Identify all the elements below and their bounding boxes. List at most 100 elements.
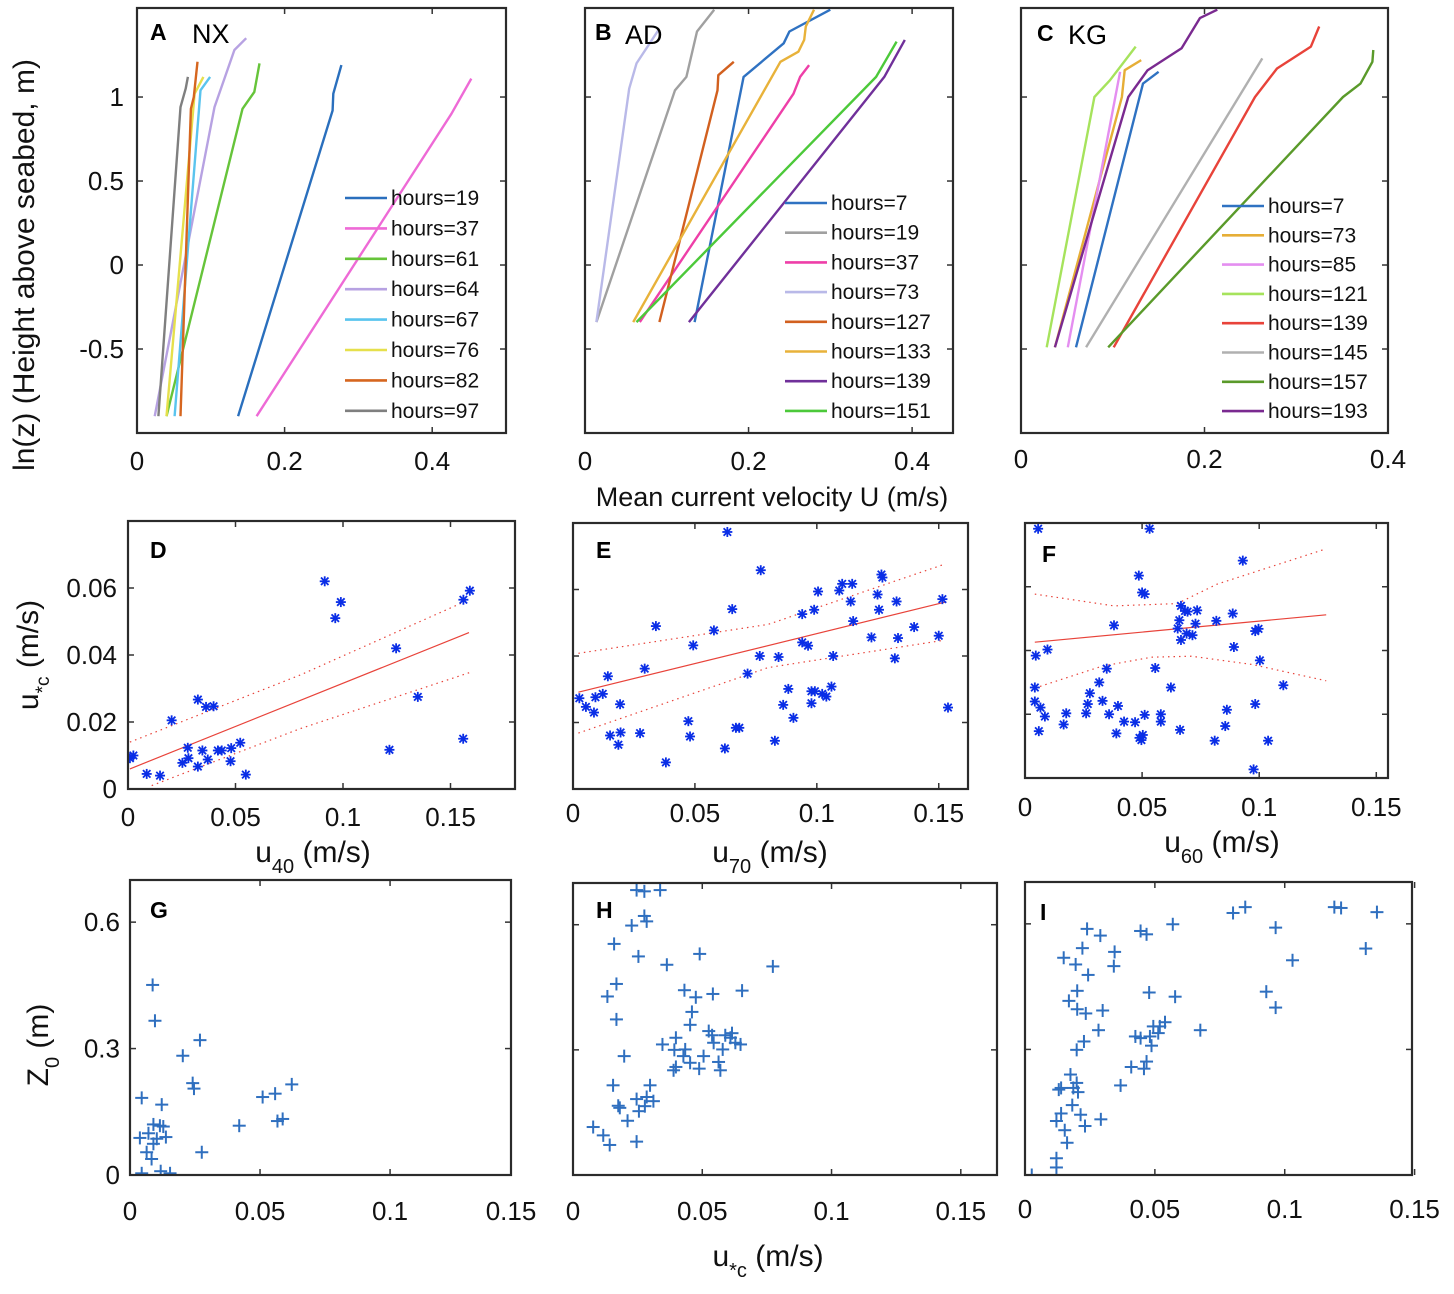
asterisk-marker — [384, 744, 395, 755]
plot-area — [133, 978, 299, 1175]
marker-stroke — [183, 743, 193, 753]
asterisk-marker — [660, 757, 671, 768]
plus-marker — [621, 1114, 635, 1128]
y-tick-label: 0.02 — [66, 707, 117, 737]
asterisk-marker — [226, 743, 237, 754]
marker-stroke — [1043, 645, 1052, 654]
plus-marker — [1370, 905, 1384, 919]
plus-marker — [683, 1056, 697, 1070]
marker-stroke — [1229, 642, 1239, 652]
marker-stroke — [235, 738, 245, 748]
asterisk-marker — [192, 761, 203, 772]
label-base: u — [255, 836, 272, 869]
x-tick-label: 0.2 — [1186, 444, 1222, 474]
legend-label: hours=76 — [391, 339, 479, 362]
marker-stroke — [892, 597, 901, 606]
marker-stroke — [1134, 571, 1144, 580]
plus-marker — [1078, 1119, 1092, 1133]
panel-G: 0 0.05 0.1 0.15 0 0.3 0.6 G — [84, 878, 536, 1226]
marker-stroke — [203, 755, 213, 764]
asterisk-marker — [182, 742, 193, 753]
row1-x-axis-label: Mean current velocity U (m/s) — [596, 482, 949, 512]
legend-label: hours=73 — [831, 281, 919, 304]
asterisk-marker — [1150, 663, 1161, 674]
asterisk-marker — [803, 640, 814, 651]
ticks — [1024, 523, 1388, 778]
marker-stroke — [209, 701, 218, 711]
asterisk-marker — [813, 586, 824, 597]
series-line-hours-139 — [1112, 26, 1321, 348]
confidence-bound-lower — [578, 639, 943, 734]
plus-marker — [1057, 951, 1071, 965]
plus-marker — [1226, 906, 1240, 920]
marker-stroke — [1030, 683, 1040, 692]
plus-marker — [607, 937, 621, 951]
axes-frame — [571, 881, 999, 1177]
plus-marker — [683, 1018, 697, 1032]
asterisk-marker — [685, 731, 696, 742]
marker-stroke — [685, 732, 695, 741]
asterisk-marker — [1175, 724, 1186, 735]
plus-marker — [1151, 1026, 1165, 1040]
label-rest: (m/s) — [294, 836, 371, 869]
asterisk-marker — [183, 753, 194, 764]
asterisk-marker — [754, 651, 765, 661]
marker-stroke — [893, 633, 903, 643]
marker-stroke — [1220, 721, 1230, 731]
plus-marker — [692, 1062, 706, 1076]
x-tick-label: 0.2 — [267, 446, 303, 476]
plus-marker — [643, 1078, 657, 1092]
marker-stroke — [878, 573, 887, 582]
marker-stroke — [1109, 620, 1119, 630]
asterisk-marker — [719, 743, 730, 754]
marker-stroke — [867, 632, 876, 642]
plus-marker — [1107, 959, 1121, 973]
axes-frame — [1023, 880, 1414, 1177]
asterisk-marker — [1253, 623, 1264, 634]
plus-marker — [1052, 1083, 1066, 1097]
plus-marker — [1144, 1039, 1158, 1053]
asterisk-marker — [1104, 709, 1115, 720]
asterisk-marker — [866, 632, 877, 643]
series-line-hours-19 — [236, 64, 343, 417]
marker-stroke — [574, 693, 584, 703]
series-line-hours-133 — [632, 9, 816, 323]
marker-stroke — [640, 664, 650, 674]
panel-letter: B — [595, 19, 612, 45]
plus-marker — [1259, 985, 1273, 999]
confidence-bound-upper — [1034, 548, 1327, 607]
label-rest: (m/s) — [751, 836, 828, 869]
marker-stroke — [847, 579, 857, 589]
asterisk-marker — [893, 633, 904, 644]
asterisk-marker — [1211, 615, 1222, 626]
marker-stroke — [591, 692, 600, 702]
marker-stroke — [890, 653, 900, 663]
plus-marker — [156, 1120, 170, 1134]
plot-area — [574, 526, 954, 768]
asterisk-marker — [212, 745, 223, 756]
marker-stroke — [616, 728, 625, 737]
marker-stroke — [709, 626, 719, 635]
plus-marker — [669, 1060, 683, 1074]
plus-marker — [1134, 1031, 1148, 1045]
marker-stroke — [837, 579, 847, 589]
plus-marker — [707, 1036, 721, 1050]
asterisk-marker — [1108, 620, 1119, 631]
marker-stroke — [1192, 605, 1202, 615]
label-sub: *c — [729, 1260, 747, 1282]
asterisk-marker — [809, 604, 820, 615]
plus-marker — [1065, 1098, 1079, 1112]
asterisk-marker — [1119, 716, 1130, 727]
legend-label: hours=193 — [1268, 400, 1368, 423]
marker-stroke — [1175, 725, 1185, 735]
marker-stroke — [635, 728, 645, 738]
plus-marker — [716, 1042, 730, 1056]
x-tick-label: 0 — [121, 802, 135, 832]
marker-stroke — [201, 702, 211, 712]
axes-frame — [583, 6, 955, 435]
asterisk-marker — [1081, 708, 1092, 719]
asterisk-marker — [1263, 735, 1274, 746]
legend-label: hours=19 — [391, 187, 479, 210]
marker-stroke — [720, 744, 730, 753]
plus-marker — [1063, 1068, 1077, 1082]
